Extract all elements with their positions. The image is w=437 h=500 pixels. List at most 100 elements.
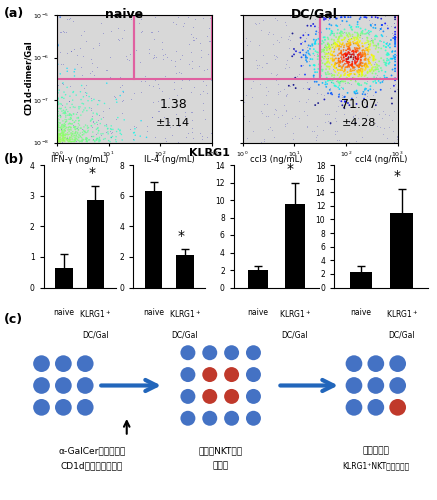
Point	[66, 119, 73, 127]
Circle shape	[179, 410, 197, 427]
Point	[271, 110, 277, 118]
Point	[310, 45, 317, 53]
Point	[177, 70, 184, 78]
Point	[60, 129, 67, 137]
Point	[76, 138, 83, 145]
Point	[177, 54, 184, 62]
Point	[388, 94, 395, 102]
Point	[61, 122, 68, 130]
Point	[357, 30, 364, 38]
Point	[339, 40, 346, 48]
Point	[173, 68, 180, 76]
Point	[372, 45, 379, 53]
Point	[337, 62, 344, 70]
Point	[319, 126, 326, 134]
Point	[137, 28, 144, 36]
Point	[322, 15, 329, 23]
Point	[343, 50, 350, 58]
Point	[59, 130, 66, 138]
Point	[60, 94, 67, 102]
Point	[67, 124, 74, 132]
Point	[365, 27, 372, 35]
Point	[360, 46, 367, 54]
Point	[75, 134, 82, 142]
Point	[335, 89, 342, 97]
Point	[117, 126, 124, 134]
Point	[330, 56, 337, 64]
Point	[263, 59, 270, 67]
Point	[96, 38, 103, 46]
Point	[324, 34, 331, 42]
Point	[326, 43, 333, 51]
Point	[364, 46, 371, 54]
Point	[372, 21, 379, 29]
Point	[305, 47, 312, 55]
Point	[363, 89, 370, 97]
Point	[93, 136, 100, 143]
Point	[55, 138, 62, 145]
Point	[62, 133, 69, 141]
Point	[246, 37, 253, 45]
Point	[325, 50, 332, 58]
Point	[56, 130, 63, 138]
Point	[351, 59, 358, 67]
Point	[326, 120, 333, 128]
Circle shape	[201, 344, 218, 362]
Point	[341, 65, 348, 73]
Point	[241, 112, 248, 120]
Point	[322, 52, 329, 60]
Point	[63, 134, 70, 142]
Point	[338, 46, 345, 54]
Point	[350, 49, 357, 57]
Point	[187, 88, 194, 96]
Point	[55, 126, 62, 134]
Point	[338, 51, 345, 59]
Point	[356, 38, 363, 46]
Point	[392, 64, 399, 72]
Point	[344, 45, 351, 53]
Point	[80, 123, 87, 131]
Point	[332, 60, 339, 68]
Point	[392, 67, 399, 75]
Point	[286, 36, 293, 44]
Point	[62, 108, 69, 116]
Point	[191, 82, 198, 90]
Point	[354, 89, 361, 97]
Point	[320, 45, 327, 53]
Point	[77, 63, 84, 71]
Point	[387, 84, 394, 92]
Point	[364, 74, 371, 82]
Point	[71, 118, 78, 126]
Point	[378, 114, 385, 122]
Point	[62, 116, 69, 124]
Point	[283, 56, 290, 64]
Point	[316, 68, 323, 76]
Point	[351, 76, 358, 84]
Point	[362, 13, 369, 21]
Point	[380, 38, 387, 46]
Point	[358, 68, 365, 76]
Point	[362, 44, 369, 52]
Point	[62, 126, 69, 134]
Point	[92, 130, 99, 138]
Point	[348, 62, 355, 70]
Point	[335, 93, 342, 101]
Point	[66, 92, 73, 100]
Point	[351, 44, 358, 52]
Point	[352, 78, 359, 86]
Point	[336, 50, 343, 58]
Point	[204, 89, 211, 97]
Point	[368, 66, 375, 74]
Point	[107, 124, 114, 132]
Point	[365, 28, 372, 36]
Point	[307, 55, 314, 63]
Point	[163, 52, 170, 60]
Point	[353, 137, 360, 145]
Point	[332, 107, 339, 115]
Point	[63, 116, 70, 124]
Point	[377, 78, 384, 86]
Point	[61, 127, 68, 135]
Point	[90, 118, 97, 126]
Point	[345, 79, 352, 87]
Point	[106, 128, 113, 136]
